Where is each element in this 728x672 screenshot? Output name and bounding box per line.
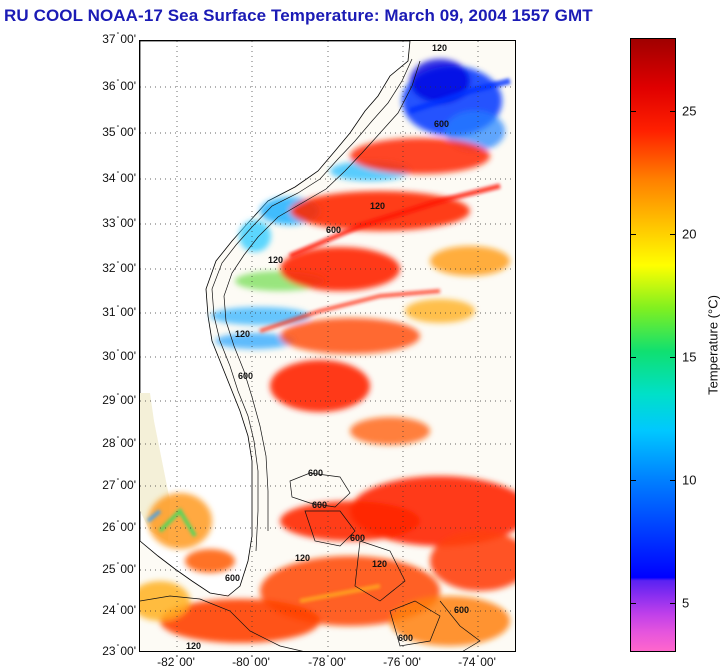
isobath-label: 600 — [454, 605, 469, 615]
lat-label: 31°00' — [102, 305, 136, 319]
colorbar-tick — [630, 357, 636, 358]
sst-map-image: 120 600 120 600 120 120 600 600 600 600 … — [140, 41, 515, 651]
isobath-label: 120 — [186, 641, 201, 651]
colorbar-tick-label: 15 — [682, 349, 697, 365]
colorbar-tick-label: 20 — [682, 226, 697, 242]
isobath-label-group: 120 600 120 600 120 120 600 600 600 600 … — [186, 43, 469, 651]
isobath-label: 600 — [398, 633, 413, 643]
lat-label: 25°00' — [102, 562, 136, 576]
isobath-label: 600 — [225, 573, 240, 583]
lon-label: -74°00' — [458, 655, 496, 669]
colorbar-tick-label: 5 — [682, 595, 690, 611]
lat-label: 36°00' — [102, 79, 136, 93]
lon-label: -82°00' — [157, 655, 195, 669]
lat-label: 35°00' — [102, 125, 136, 139]
colorbar-title: Temperature (°C) — [705, 295, 721, 395]
colorbar-tick — [670, 603, 676, 604]
lat-label: 26°00' — [102, 520, 136, 534]
lat-label: 27°00' — [102, 478, 136, 492]
lat-label: 29°00' — [102, 393, 136, 407]
isobath-label: 600 — [350, 533, 365, 543]
colorbar-tick — [670, 111, 676, 112]
lat-label: 30°00' — [102, 349, 136, 363]
lat-label: 23°00' — [102, 644, 136, 658]
colorbar-tick — [630, 603, 636, 604]
lat-label: 37°00' — [102, 32, 136, 46]
grid — [140, 41, 515, 651]
isobath-label: 120 — [268, 255, 283, 265]
isobath-label: 600 — [308, 468, 323, 478]
colorbar-tick — [630, 234, 636, 235]
colorbar-tick — [670, 480, 676, 481]
isobath-label: 120 — [372, 559, 387, 569]
lat-label: 28°00' — [102, 436, 136, 450]
colorbar-tick — [670, 357, 676, 358]
isobath-label: 600 — [434, 119, 449, 129]
page-title: RU COOL NOAA-17 Sea Surface Temperature:… — [4, 6, 593, 25]
isobath-label: 600 — [312, 500, 327, 510]
lat-label: 32°00' — [102, 261, 136, 275]
colorbar-tick-label: 10 — [682, 472, 697, 488]
isobath-label: 120 — [295, 553, 310, 563]
isobath-label: 120 — [235, 329, 250, 339]
temperature-colorbar — [630, 38, 676, 652]
lat-label: 24°00' — [102, 603, 136, 617]
isobath-label: 120 — [370, 201, 385, 211]
colorbar-tick — [670, 234, 676, 235]
colorbar-tick — [630, 480, 636, 481]
isobath-label: 120 — [432, 43, 447, 53]
colorbar-tick-label: 25 — [682, 103, 697, 119]
lon-label: -76°00' — [383, 655, 421, 669]
lat-label: 33°00' — [102, 216, 136, 230]
lon-label: -80°00' — [232, 655, 270, 669]
isobath-label: 600 — [326, 225, 341, 235]
isobath-label: 600 — [238, 371, 253, 381]
lon-label: -78°00' — [308, 655, 346, 669]
colorbar-tick — [630, 111, 636, 112]
lat-label: 34°00' — [102, 171, 136, 185]
sst-map[interactable]: 120 600 120 600 120 120 600 600 600 600 … — [139, 40, 516, 652]
